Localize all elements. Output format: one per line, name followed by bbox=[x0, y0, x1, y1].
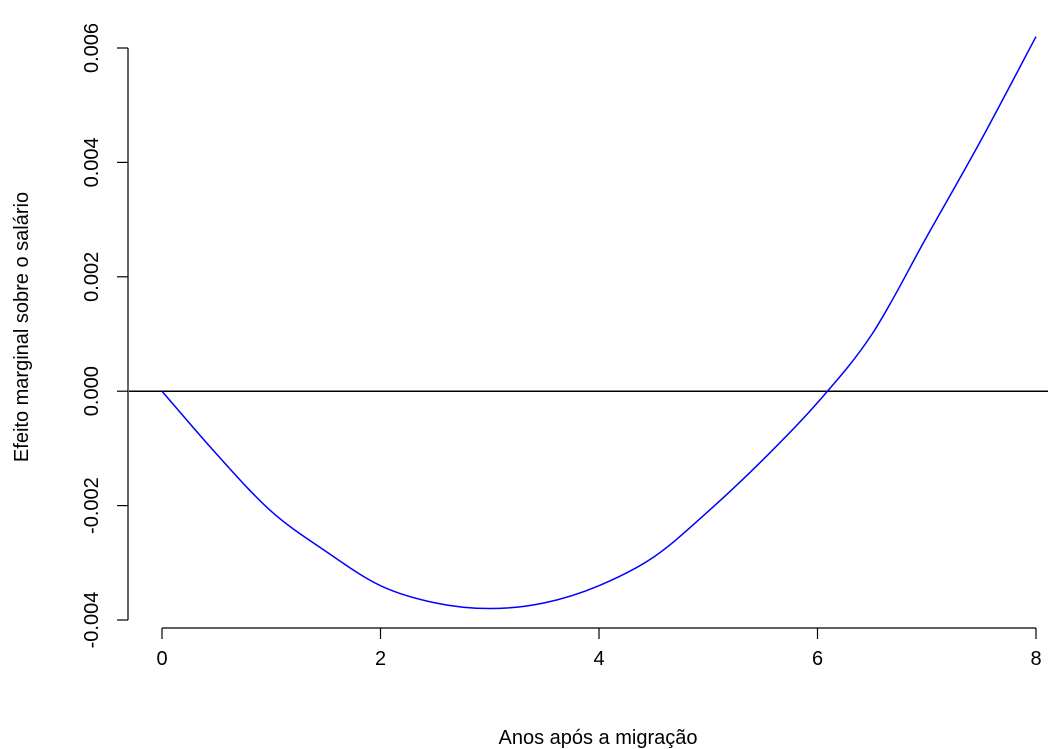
y-tick-label: 0.000 bbox=[81, 366, 103, 416]
y-tick-label: 0.004 bbox=[81, 137, 103, 187]
y-tick-label: -0.004 bbox=[81, 592, 103, 649]
chart-marks: 0 2 4 6 8 -0.004 -0.002 0.000 0.002 0.004 0.006 bbox=[81, 23, 1048, 670]
y-tick-label: 0.002 bbox=[81, 252, 103, 302]
x-tick-label: 0 bbox=[156, 648, 167, 670]
x-tick-label: 8 bbox=[1030, 648, 1041, 670]
y-axis-title: Efeito marginal sobre o salário bbox=[11, 192, 33, 462]
x-tick-label: 4 bbox=[593, 648, 604, 670]
x-tick-label: 2 bbox=[375, 648, 386, 670]
marginal-effect-series-line bbox=[161, 36, 1037, 610]
y-tick-label: -0.002 bbox=[81, 477, 103, 534]
x-axis-title: Anos após a migração bbox=[498, 727, 697, 749]
y-tick-label: 0.006 bbox=[81, 23, 103, 73]
x-tick-label: 6 bbox=[812, 648, 823, 670]
